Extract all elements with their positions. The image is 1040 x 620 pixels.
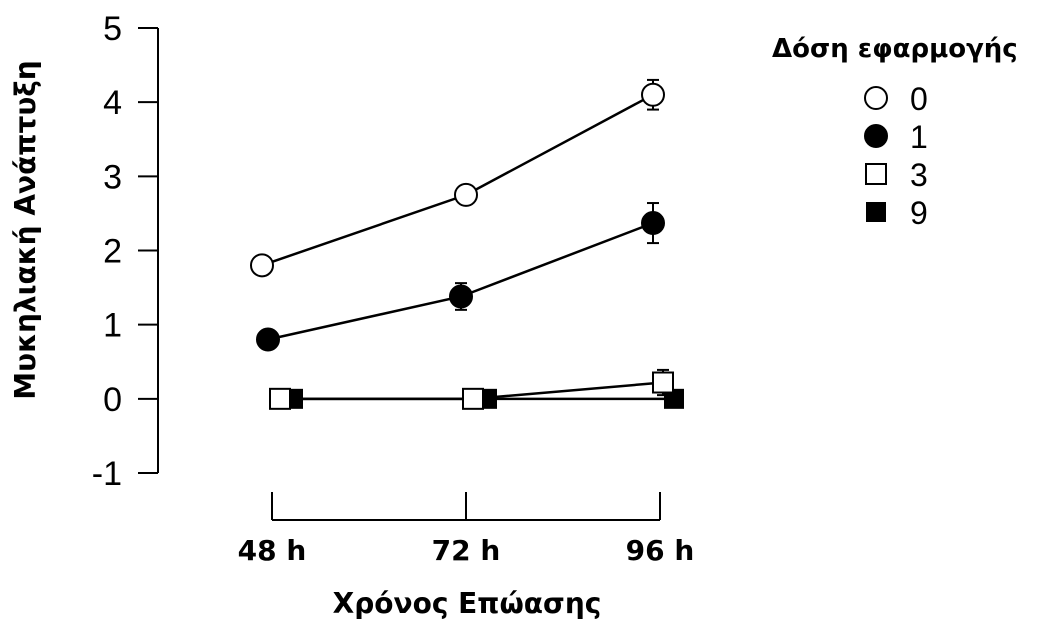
legend-title: Δόση εφαρμογής [772, 34, 1018, 64]
x-tick-label: 72 h [432, 534, 501, 567]
axes [157, 28, 660, 521]
legend-marker-0 [864, 86, 888, 110]
legend-label-3: 3 [910, 157, 928, 193]
x-tick-label: 48 h [238, 534, 307, 567]
y-tick-label: 2 [103, 233, 122, 271]
data-point-series-1 [256, 327, 280, 352]
data-point-series-0 [454, 182, 478, 207]
data-point-series-3 [269, 387, 291, 410]
data-point-series-0 [641, 82, 665, 107]
legend-marker-3 [865, 163, 887, 185]
legend-label-0: 0 [910, 81, 928, 117]
y-tick-label: 5 [103, 10, 122, 48]
y-tick-label: 0 [103, 381, 122, 419]
series-line-0 [261, 93, 654, 267]
data-point-series-3 [462, 387, 484, 410]
legend-label-1: 1 [910, 119, 928, 155]
legend-marker-1 [864, 124, 888, 148]
series-group [250, 78, 684, 410]
data-point-series-1 [641, 211, 665, 236]
y-tick-label: -1 [92, 455, 122, 493]
data-point-series-1 [449, 284, 473, 309]
legend-marker-9 [866, 202, 886, 222]
y-tick-label: 4 [103, 84, 122, 122]
series-line-1 [267, 221, 654, 341]
x-axis-label: Χρόνος Επώασης [333, 587, 602, 620]
data-point-series-3 [652, 371, 674, 394]
ticks: -1 0 1 2 3 4 5 48 h 72 h 96 h [92, 10, 695, 567]
data-point-series-0 [250, 253, 274, 278]
y-axis-label: Μυκηλιακή Ανάπτυξη [9, 60, 42, 399]
x-tick-label: 96 h [626, 534, 695, 567]
y-tick-label: 3 [103, 158, 122, 196]
legend-label-9: 9 [910, 195, 928, 231]
y-tick-label: 1 [103, 307, 122, 345]
